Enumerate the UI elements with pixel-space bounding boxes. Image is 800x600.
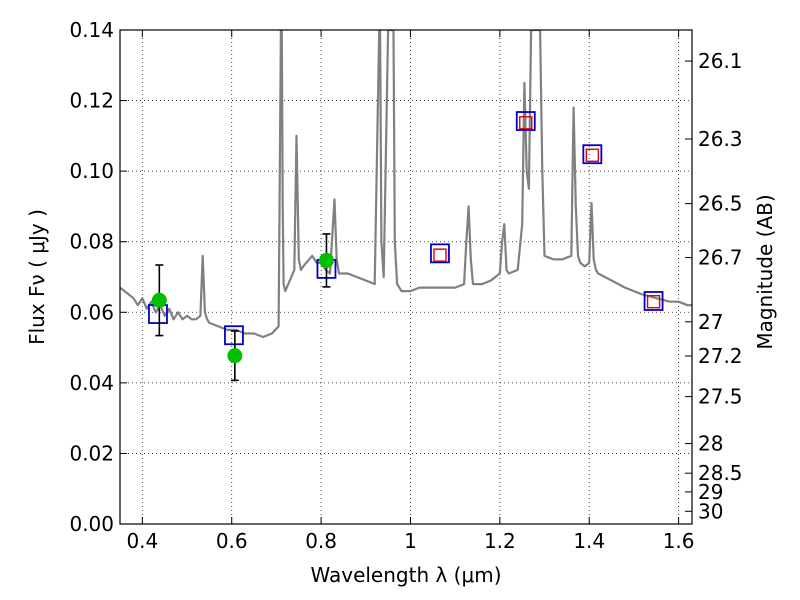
x-tick-label: 1.6: [663, 529, 695, 553]
axis-ticks: 0.4 0.6 0.8 1 1.2 1.4 1.6 0.00 0.02 0.04 0.06 0.08 0…: [69, 18, 742, 553]
right-tick-label: 27.5: [698, 385, 743, 409]
model-point-blue-square: [582, 144, 603, 165]
observed-point: [318, 252, 334, 268]
spectrum-line: [120, 30, 692, 339]
right-tick-label: 27.2: [698, 344, 743, 368]
right-tick-label: 28.5: [698, 461, 743, 485]
model-point-red-square: [585, 148, 600, 162]
right-tick-label: 26.3: [698, 127, 743, 151]
y-axis-right-label: Magnitude (AB): [753, 194, 777, 349]
y-tick-label: 0.08: [69, 230, 114, 254]
right-tick-label: 29: [698, 480, 723, 504]
x-tick-label: 0.8: [305, 529, 337, 553]
right-tick-label: 28: [698, 432, 723, 456]
model-point-red-square: [433, 248, 447, 262]
plot-frame: [119, 29, 693, 525]
right-tick-label: 30: [698, 499, 723, 523]
x-tick-label: 1.4: [573, 529, 605, 553]
y-tick-label: 0.12: [69, 89, 114, 113]
observed-point: [151, 292, 167, 308]
model-point-blue-square: [515, 111, 536, 131]
model-point-blue-square: [430, 243, 450, 264]
right-tick-label: 27: [698, 310, 723, 334]
y-tick-label: 0.00: [69, 512, 114, 536]
observed-point: [227, 348, 243, 364]
model-point-blue-square: [224, 325, 244, 346]
model-point-red-square: [646, 295, 661, 309]
y-tick-label: 0.14: [69, 18, 114, 42]
y-axis-label: Flux Fν ( μJy ): [25, 209, 49, 345]
x-axis-label: Wavelength λ (μm): [310, 563, 501, 587]
x-tick-label: 0.6: [216, 529, 248, 553]
model-point-blue-square: [643, 291, 664, 311]
x-tick-label: 1: [404, 529, 417, 553]
y-tick-label: 0.06: [69, 300, 114, 324]
right-tick-label: 26.7: [698, 246, 743, 270]
y-tick-label: 0.02: [69, 441, 114, 465]
x-tick-label: 1.2: [484, 529, 516, 553]
plot-area: [120, 30, 692, 382]
right-tick-label: 26.5: [698, 192, 743, 216]
model-point-red-square: [519, 116, 533, 130]
right-tick-label: 26.1: [698, 49, 743, 73]
x-tick-label: 0.4: [126, 529, 158, 553]
y-tick-label: 0.04: [69, 371, 114, 395]
y-tick-label: 0.10: [69, 159, 114, 183]
